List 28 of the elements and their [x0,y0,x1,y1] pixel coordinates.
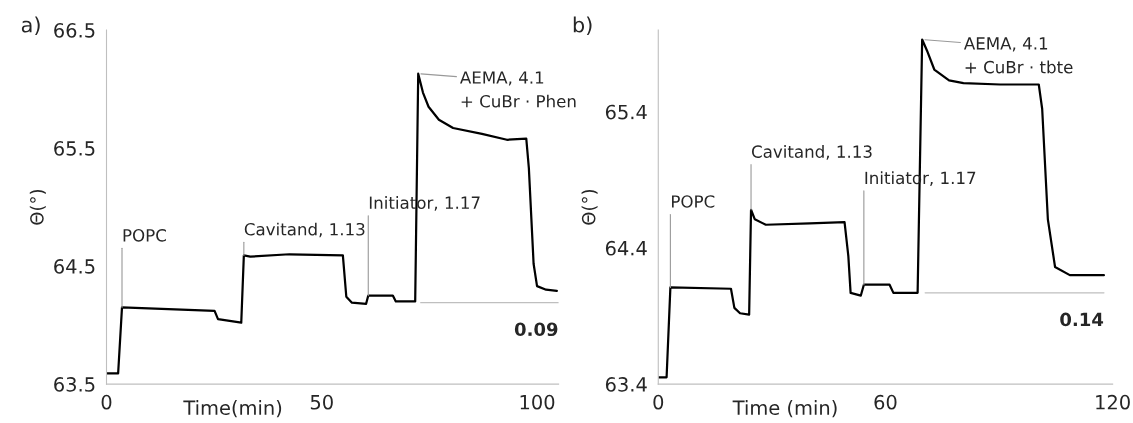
line-series [658,38,1106,379]
x-tick-label: 0 [101,394,112,410]
annotation: Cavitand, 1.13 [244,222,365,238]
x-axis-title: Time (min) [732,400,837,418]
annotation: POPC [672,195,715,208]
y-tick-label: 66.5 [54,22,95,38]
annotation: Cavitand, 1.13 [751,145,872,160]
chart-title: b) [573,16,592,36]
x-tick-label: 100 [520,394,555,410]
y-tick-label: 63.5 [54,377,95,392]
chart-title: a) [21,16,40,36]
y-axis-title: Θ(°) [29,189,46,225]
y-tick-label: 64.4 [605,240,647,256]
annotation: AEMA, 4.1 + CuBr · Phen [460,71,576,108]
annotation: 0.09 [514,322,558,337]
annotation: AEMA, 4.1 + CuBr · tbte [963,37,1073,74]
annotation: POPC [123,229,166,242]
y-tick-label: 65.5 [54,141,95,156]
y-axis-title: Θ(°) [581,189,598,225]
x-tick-label: 0 [653,394,664,410]
annotation: 0.14 [1060,312,1104,327]
x-tick-label: 50 [310,394,333,410]
x-tick-label: 120 [1096,394,1130,410]
y-tick-label: 64.5 [54,259,95,274]
x-tick-label: 60 [874,394,897,410]
y-tick-label: 63.4 [605,377,647,392]
x-axis-title: Time(min) [183,400,282,418]
y-tick-label: 65.4 [605,104,647,120]
